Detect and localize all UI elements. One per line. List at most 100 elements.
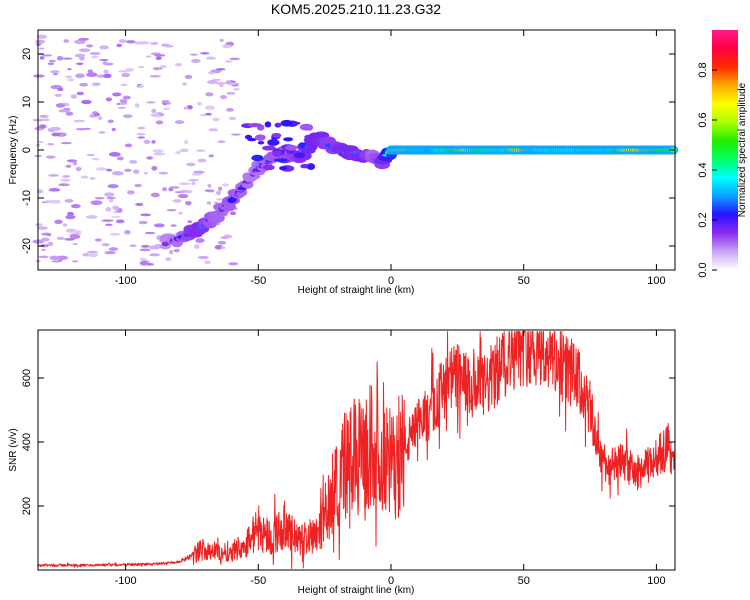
- noise-speckle: [60, 141, 72, 145]
- noise-speckle: [54, 219, 63, 225]
- x-tick-label: -100: [115, 575, 137, 587]
- noise-speckle: [80, 175, 89, 179]
- noise-speckle: [42, 54, 53, 57]
- noise-speckle: [111, 127, 116, 132]
- x-tick-label: -50: [250, 575, 266, 587]
- noise-speckle: [137, 84, 145, 88]
- noise-speckle: [177, 194, 189, 199]
- noise-speckle: [221, 183, 230, 187]
- noise-speckle: [41, 248, 46, 252]
- noise-speckle: [105, 223, 113, 227]
- noise-speckle: [145, 55, 152, 58]
- noise-speckle: [79, 82, 88, 87]
- ridge-scatter: [298, 142, 306, 149]
- noise-speckle: [152, 149, 164, 153]
- spectrogram-x-axis-label: Height of straight line (km): [298, 285, 415, 296]
- snr-y-ticks: 200 400 600: [21, 369, 675, 515]
- ridge-scatter: [248, 123, 261, 128]
- x-tick-label: 50: [518, 275, 530, 287]
- ridge-scatter: [254, 134, 266, 141]
- x-tick-label: 100: [647, 275, 665, 287]
- noise-speckle: [56, 55, 64, 61]
- noise-speckle: [48, 188, 61, 192]
- noise-speckle: [78, 37, 90, 41]
- noise-speckle: [92, 82, 101, 87]
- noise-speckle: [204, 105, 215, 111]
- noise-speckle: [72, 160, 77, 166]
- noise-speckle: [40, 237, 50, 242]
- noise-speckle: [206, 56, 216, 60]
- noise-speckle: [229, 57, 240, 61]
- noise-speckle: [206, 79, 218, 84]
- noise-speckle: [62, 57, 73, 60]
- noise-speckle: [39, 47, 45, 50]
- y-tick-label: -20: [21, 238, 33, 254]
- noise-speckle: [183, 106, 189, 110]
- noise-speckle: [62, 223, 68, 227]
- noise-speckle: [221, 44, 232, 49]
- noise-speckle: [70, 94, 78, 99]
- noise-speckle: [57, 87, 64, 92]
- noise-speckle: [65, 228, 77, 233]
- noise-speckle: [35, 223, 43, 227]
- ridge-scatter: [251, 154, 264, 162]
- noise-speckle: [137, 136, 146, 139]
- noise-speckle: [187, 179, 199, 182]
- noise-speckle: [67, 211, 74, 216]
- noise-speckle: [208, 154, 215, 158]
- noise-speckle: [162, 107, 171, 110]
- noise-speckle: [56, 236, 65, 240]
- noise-speckle: [122, 114, 133, 119]
- noise-speckle: [48, 59, 56, 63]
- noise-speckle: [39, 114, 49, 119]
- noise-speckle: [49, 126, 62, 131]
- y-tick-label: 200: [21, 497, 33, 515]
- noise-speckle: [66, 78, 75, 82]
- noise-speckle: [207, 183, 212, 188]
- noise-speckle: [204, 189, 210, 192]
- noise-speckle: [143, 139, 151, 145]
- noise-speckle: [120, 83, 128, 87]
- noise-speckle: [107, 119, 114, 123]
- noise-speckle: [126, 40, 136, 44]
- noise-speckle: [89, 177, 96, 180]
- noise-speckle: [47, 241, 54, 247]
- noise-speckle: [47, 142, 55, 146]
- noise-speckle: [194, 244, 200, 249]
- noise-speckle: [49, 70, 60, 74]
- noise-speckle: [220, 94, 227, 100]
- noise-speckle: [133, 169, 140, 174]
- noise-speckle: [85, 215, 98, 219]
- ridge-scatter: [280, 119, 293, 127]
- noise-speckle: [155, 120, 164, 125]
- noise-speckle: [48, 174, 60, 177]
- noise-speckle: [112, 205, 120, 211]
- noise-speckle: [190, 53, 198, 56]
- noise-speckle: [180, 189, 188, 193]
- noise-speckle: [190, 58, 201, 63]
- noise-speckle: [168, 187, 174, 192]
- colorbar-gradient: [712, 30, 738, 270]
- noise-speckle: [226, 107, 234, 112]
- noise-speckle: [134, 103, 140, 108]
- noise-speckle: [51, 132, 61, 137]
- noise-speckle: [184, 140, 189, 145]
- noise-speckle: [56, 255, 69, 261]
- noise-speckle: [38, 124, 47, 129]
- noise-speckle: [82, 252, 91, 257]
- noise-speckle: [170, 224, 177, 227]
- noise-speckle: [143, 172, 148, 175]
- noise-speckle: [220, 246, 226, 250]
- figure-title: KOM5.2025.210.11.23.G32: [271, 1, 441, 17]
- noise-speckle: [91, 158, 100, 161]
- ridge-scatter: [273, 158, 288, 162]
- noise-speckle: [38, 255, 49, 259]
- noise-speckle: [175, 63, 182, 67]
- noise-speckle: [200, 51, 210, 55]
- noise-speckle: [102, 61, 108, 66]
- noise-speckle: [215, 81, 227, 85]
- noise-speckle: [75, 166, 82, 172]
- noise-speckle: [166, 209, 177, 212]
- noise-speckle: [64, 238, 75, 241]
- noise-speckle: [54, 93, 62, 97]
